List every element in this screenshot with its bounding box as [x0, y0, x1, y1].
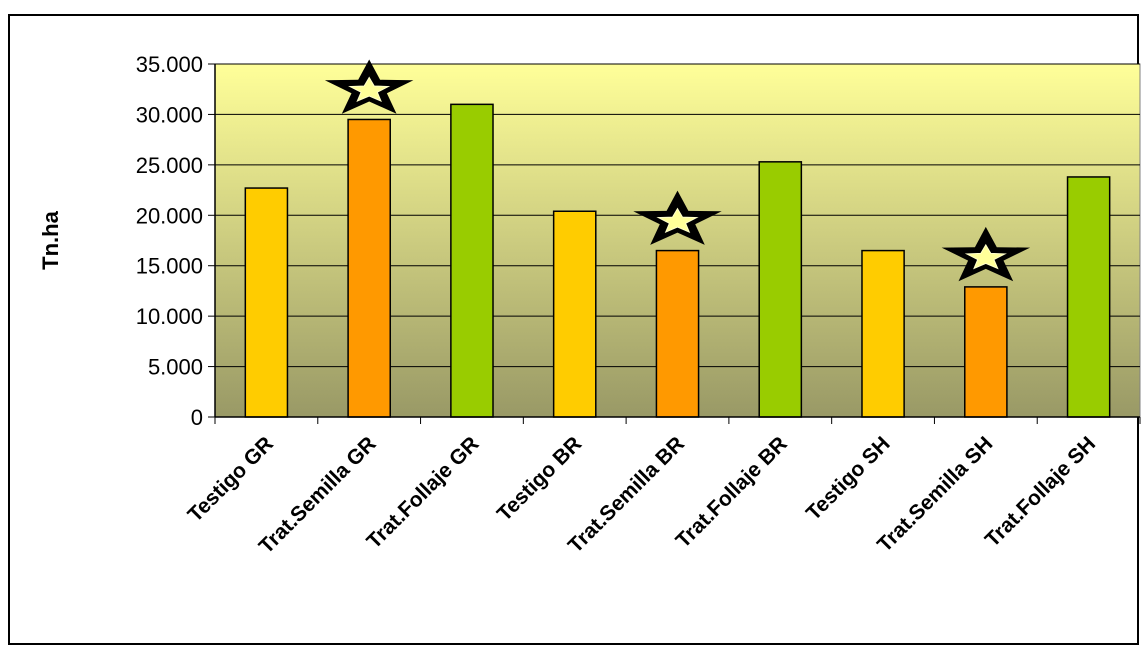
x-tick-label: Testigo BR — [493, 432, 587, 526]
y-tick-label: 20.000 — [136, 203, 203, 228]
x-tick-label: Trat.Follaje SH — [981, 432, 1100, 551]
y-tick-label: 25.000 — [136, 153, 203, 178]
y-tick-label: 0 — [191, 405, 203, 430]
x-tick-label: Testigo GR — [184, 432, 278, 526]
x-tick-label: Testigo SH — [802, 432, 895, 525]
y-tick-label: 10.000 — [136, 304, 203, 329]
y-axis-title: Tn.ha — [38, 210, 63, 269]
star-markers — [324, 59, 1031, 282]
axes — [208, 63, 1141, 424]
star-marker-inner — [964, 243, 1007, 270]
bar — [1066, 176, 1111, 418]
x-tick-label: Trat.Follaje BR — [672, 432, 792, 552]
y-tick-labels: 0 5.000 10.000 15.000 20.000 25.000 30.000 35.0… — [136, 52, 203, 430]
bar — [347, 118, 391, 418]
bars — [244, 103, 1111, 418]
star-marker-inner — [656, 207, 699, 234]
bar — [552, 210, 597, 418]
y-tick-label: 35.000 — [136, 52, 203, 77]
y-tick-label: 5.000 — [148, 355, 203, 380]
bar — [244, 187, 289, 418]
bar — [861, 249, 905, 418]
star-marker-inner — [348, 76, 391, 102]
y-tick-label: 30.000 — [136, 102, 203, 127]
bar — [758, 161, 803, 418]
y-tick-label: 15.000 — [136, 254, 203, 279]
bar — [964, 286, 1008, 418]
x-tick-label: Trat.Follaje GR — [362, 432, 483, 553]
bar — [450, 103, 494, 418]
bar — [655, 249, 700, 418]
